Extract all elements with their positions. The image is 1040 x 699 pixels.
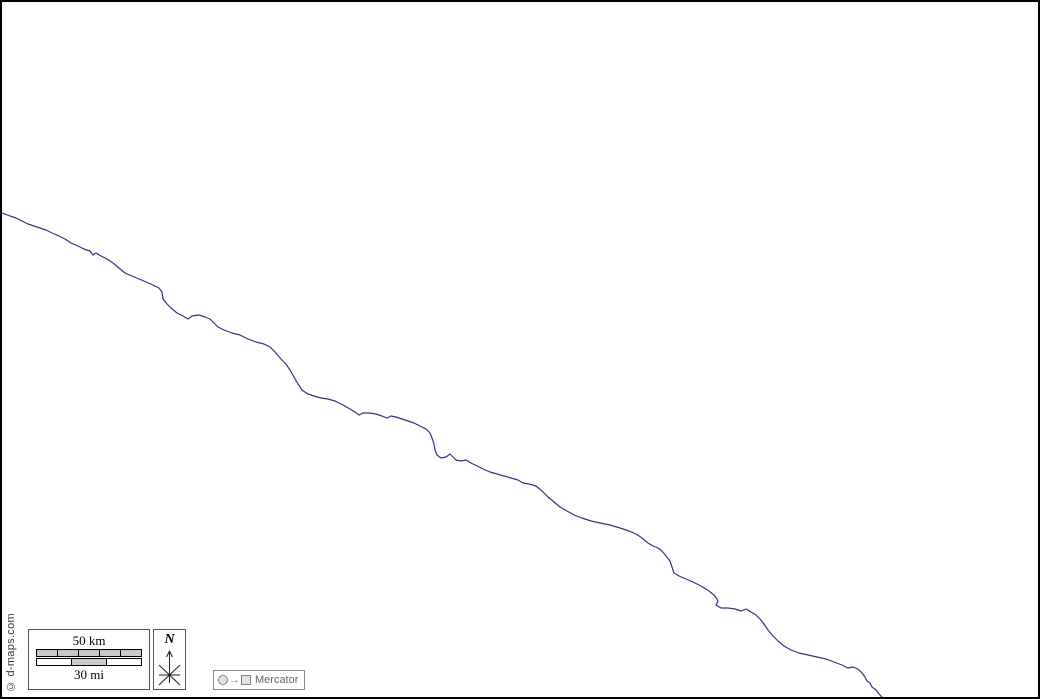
north-compass: N <box>153 629 186 690</box>
projection-square-icon <box>241 675 251 685</box>
scale-bar: 50 km 30 mi <box>28 629 150 690</box>
scale-km-label: 50 km <box>72 633 106 648</box>
globe-circle-icon <box>218 675 228 685</box>
compass-star-icon <box>158 650 181 686</box>
projection-legend: → Mercator <box>213 670 305 690</box>
arrow-right-icon: → <box>229 673 240 686</box>
scale-km-bar <box>36 649 142 657</box>
copyright-attribution: © d-maps.com <box>5 612 17 692</box>
scale-mi-label: 30 mi <box>74 667 104 682</box>
north-label: N <box>164 632 175 647</box>
scale-mi-bar <box>36 658 142 666</box>
river-line <box>2 212 883 697</box>
projection-label: Mercator <box>255 674 299 686</box>
